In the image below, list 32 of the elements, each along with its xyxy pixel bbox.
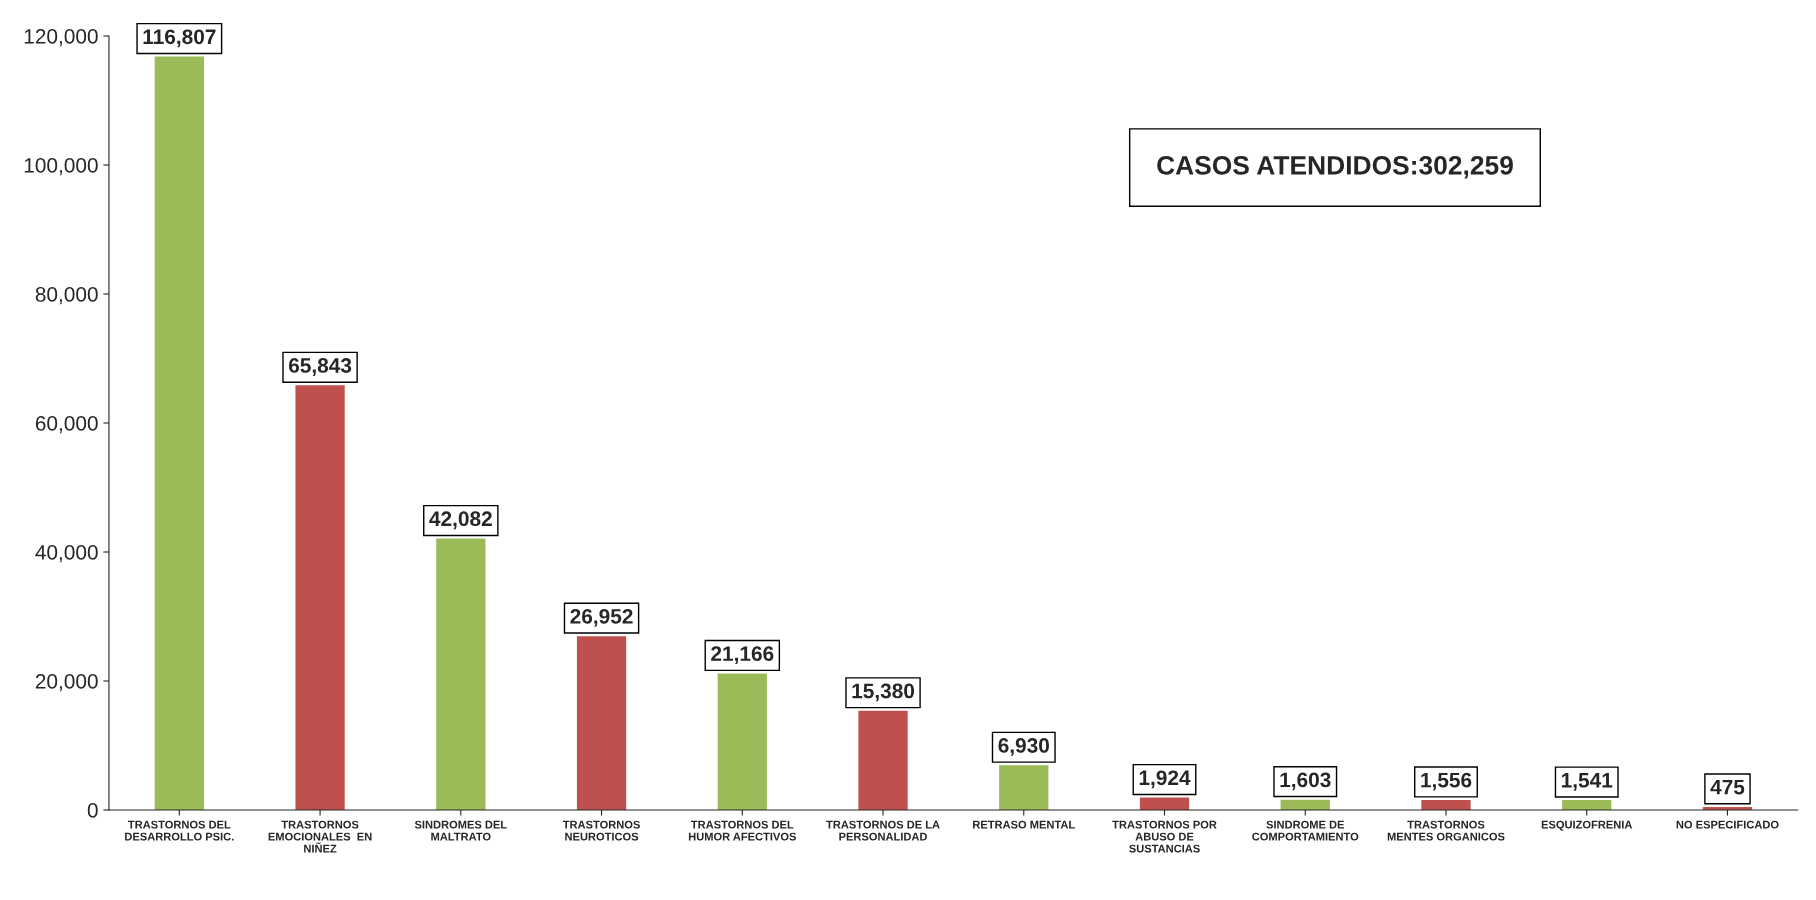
y-tick-label: 20,000 — [35, 674, 98, 692]
x-tick-label: TRASTORNOS EMOCIONALES EN NIÑEZ — [268, 820, 372, 853]
x-tick-label: TRASTORNOS MENTES ORGANICOS — [1387, 820, 1505, 841]
data-label: 1,603 — [1280, 772, 1331, 791]
x-tick-label: RETRASO MENTAL — [973, 820, 1075, 829]
data-label: 1,556 — [1421, 772, 1472, 791]
data-label: 21,166 — [711, 646, 774, 665]
data-label: 475 — [1710, 779, 1745, 795]
x-tick-label: TRASTORNOS NEUROTICOS — [562, 820, 640, 841]
data-label: 26,952 — [570, 608, 633, 627]
data-label: 116,807 — [143, 29, 216, 48]
data-label: 42,082 — [429, 511, 492, 530]
x-tick-label: TRASTORNOS DEL DESARROLLO PSIC. — [125, 820, 234, 841]
x-tick-label: TRASTORNOS DE LA PERSONALIDAD — [826, 820, 940, 841]
data-label: 15,380 — [852, 683, 915, 702]
y-tick-label: 80,000 — [35, 287, 98, 305]
y-tick-label: 120,000 — [24, 29, 98, 47]
x-tick-label: NO ESPECIFICADO — [1676, 820, 1779, 829]
annotation: CASOS ATENDIDOS:302,259 — [1157, 155, 1513, 179]
y-tick-label: 60,000 — [35, 416, 98, 434]
data-label: 1,541 — [1561, 773, 1613, 791]
y-tick-label: 40,000 — [35, 545, 98, 563]
x-tick-label: ESQUIZOFRENIA — [1541, 820, 1633, 831]
y-tick-label: 0 — [87, 803, 98, 818]
data-label: 1,924 — [1139, 770, 1191, 789]
data-label: 65,843 — [288, 358, 352, 376]
data-label: 6,930 — [998, 738, 1049, 756]
x-tick-label: TRASTORNOS POR ABUSO DE SUSTANCIAS — [1112, 820, 1217, 853]
x-tick-label: SINDROMES DEL MALTRATO — [414, 820, 507, 841]
y-tick-label: 100,000 — [24, 158, 98, 176]
x-tick-label: TRASTORNOS DEL HUMOR AFECTIVOS — [688, 820, 796, 841]
x-tick-label: SINDROME DE COMPORTAMIENTO — [1252, 820, 1359, 841]
